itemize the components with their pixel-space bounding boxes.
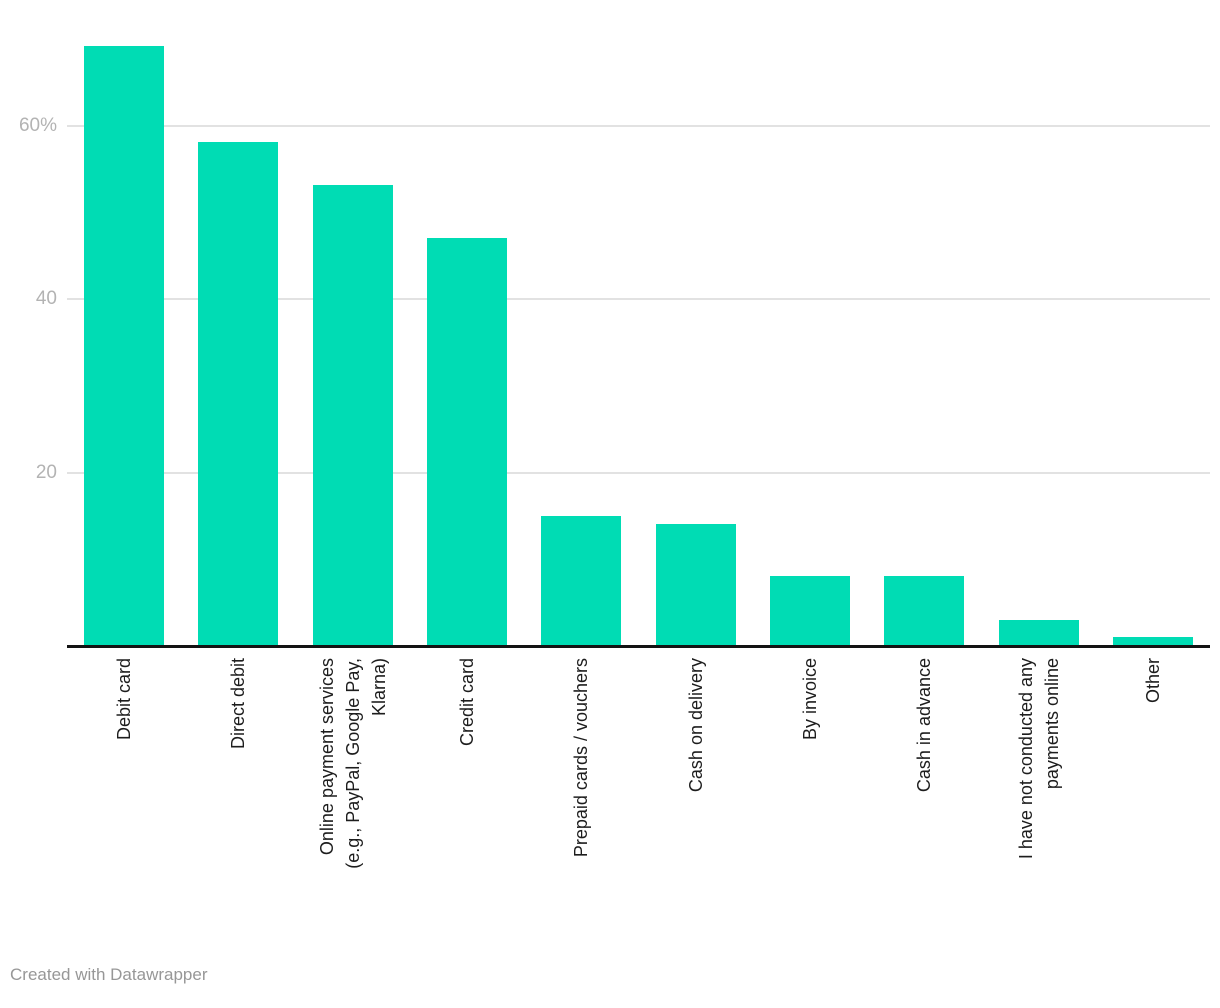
x-axis-label: Credit card — [457, 658, 477, 747]
x-axis-label: Prepaid cards / vouchers — [571, 658, 591, 858]
x-axis-line — [67, 645, 1210, 648]
bar-direct-debit — [198, 142, 278, 646]
y-tick-label-40: 40 — [35, 288, 57, 309]
y-tick-label-60: 60% — [18, 115, 57, 136]
x-axis-label: Cash on delivery — [686, 658, 706, 793]
y-gridline-60 — [67, 125, 1210, 127]
y-gridline-40 — [67, 298, 1210, 300]
bar-credit-card — [427, 238, 507, 646]
x-axis-label: Online payment services (e.g., PayPal, G… — [317, 658, 389, 869]
bar-i-have-not-conducted-any-payments-online — [999, 620, 1079, 646]
bar-debit-card — [84, 46, 164, 646]
bar-cash-in-advance — [884, 576, 964, 646]
bar-cash-on-delivery — [656, 524, 736, 646]
y-tick-label-20: 20 — [35, 462, 57, 483]
x-axis-label: Other — [1143, 658, 1163, 704]
x-axis-label: By invoice — [800, 658, 820, 741]
x-axis-label: Cash in advance — [914, 658, 934, 793]
x-axis-label: I have not conducted any payments online — [1016, 658, 1062, 860]
x-axis-label: Direct debit — [228, 658, 248, 750]
bar-other — [1113, 637, 1193, 646]
bar-online-payment-services-e-g-paypal-googl — [313, 185, 393, 646]
datawrapper-credit-link[interactable]: Created with Datawrapper — [10, 965, 208, 984]
x-axis-label: Debit card — [114, 658, 134, 741]
bar-by-invoice — [770, 576, 850, 646]
y-gridline-20 — [67, 472, 1210, 474]
bar-prepaid-cards-vouchers — [541, 516, 621, 646]
